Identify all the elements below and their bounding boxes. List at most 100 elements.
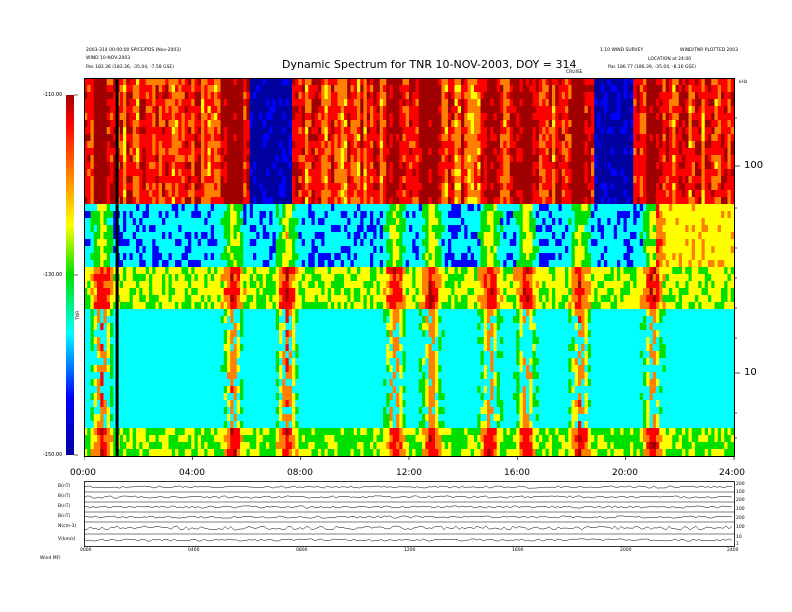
spectrogram-cell (340, 316, 345, 324)
spectrogram-cell (149, 421, 153, 429)
spectrogram-cell (97, 211, 101, 219)
spectrogram-cell (334, 358, 338, 366)
spectrogram-cell (279, 218, 283, 226)
spectrogram-cell (262, 260, 267, 268)
spectrogram-cell (139, 169, 143, 177)
spectrogram-cell (149, 267, 153, 275)
spectrogram-cell (240, 274, 244, 282)
spectrogram-cell (149, 295, 153, 303)
spectrogram-cell (363, 127, 368, 135)
spectrogram-cell (145, 85, 150, 93)
spectrogram-cell (373, 113, 377, 121)
spectrogram-cell (97, 407, 101, 415)
spectrogram-cell (155, 435, 160, 443)
spectrogram-cell (331, 442, 335, 450)
spectrogram-cell (308, 99, 312, 107)
spectrogram-cell (236, 442, 241, 450)
spectrogram-cell (295, 134, 299, 142)
spectrogram-cell (84, 428, 88, 436)
spectrogram-cell (207, 407, 212, 415)
spectrogram-cell (204, 246, 208, 254)
spectrogram-cell (327, 218, 332, 226)
spectrogram-cell (155, 253, 160, 261)
spectrogram-cell (353, 141, 358, 149)
spectrogram-cell (243, 120, 247, 128)
spectrogram-cell (145, 176, 150, 184)
spectrogram-cell (149, 372, 153, 380)
spectrogram-cell (217, 204, 221, 212)
spectrogram-cell (184, 337, 189, 345)
spectrogram-cell (327, 449, 332, 457)
spectrogram-cell (175, 190, 179, 198)
spectrogram-cell (240, 379, 244, 387)
spectrogram-cell (282, 78, 286, 86)
spectrogram-cell (126, 435, 130, 443)
spectrogram-cell (363, 239, 368, 247)
spectrogram-cell (230, 309, 234, 317)
spectrogram-cell (233, 246, 238, 254)
spectrogram-cell (285, 421, 290, 429)
spectrogram-cell (340, 421, 345, 429)
spectrogram-cell (165, 197, 169, 205)
spectrogram-cell (217, 351, 221, 359)
spectrogram-cell (197, 169, 202, 177)
spectrogram-cell (155, 225, 160, 233)
spectrogram-cell (126, 106, 130, 114)
spectrogram-cell (246, 176, 251, 184)
spectrogram-cell (282, 169, 286, 177)
spectrogram-cell (84, 435, 88, 443)
spectrogram-cell (353, 218, 358, 226)
spectrogram-cell (142, 127, 147, 135)
spectrogram-cell (152, 274, 156, 282)
spectrogram-cell (214, 92, 218, 100)
spectrogram-cell (360, 225, 364, 233)
spectrogram-cell (106, 288, 111, 296)
spectrogram-cell (188, 337, 192, 345)
spectrogram-cell (87, 351, 91, 359)
spectrogram-cell (223, 246, 228, 254)
spectrogram-cell (301, 155, 306, 163)
spectrogram-cell (334, 428, 338, 436)
spectrogram-cell (340, 302, 345, 310)
spectrogram-cell (259, 344, 264, 352)
spectrogram-cell (93, 260, 98, 268)
spectrogram-cell (314, 435, 319, 443)
spectrogram-cell (311, 246, 316, 254)
spectrogram-cell (230, 85, 234, 93)
spectrogram-cell (162, 120, 166, 128)
spectrogram-cell (145, 407, 150, 415)
spectrogram-cell (93, 78, 98, 86)
spectrogram-cell (158, 176, 163, 184)
spectrogram-cell (106, 148, 111, 156)
spectrogram-cell (275, 183, 280, 191)
spectrogram-cell (152, 218, 156, 226)
spectrogram-cell (178, 400, 182, 408)
spectrogram-cell (227, 351, 231, 359)
spectrogram-cell (165, 400, 169, 408)
spectrogram-cell (136, 134, 140, 142)
spectrogram-cell (282, 323, 286, 331)
spectrogram-cell (249, 134, 254, 142)
spectrogram-cell (142, 113, 147, 121)
spectrogram-cell (110, 183, 114, 191)
spectrogram-cell (214, 435, 218, 443)
spectrogram-cell (178, 330, 182, 338)
spectrogram-cell (220, 344, 225, 352)
spectrogram-cell (298, 141, 303, 149)
spectrogram-cell (275, 372, 280, 380)
spectrogram-cell (129, 225, 134, 233)
spectrogram-cell (288, 323, 293, 331)
spectrogram-cell (243, 204, 247, 212)
spectrogram-cell (103, 92, 108, 100)
spectrogram-cell (197, 316, 202, 324)
spectrogram-cell (145, 169, 150, 177)
spectrogram-cell (129, 435, 134, 443)
spectrogram-cell (246, 85, 251, 93)
spectrogram-cell (321, 449, 325, 457)
spectrogram-cell (243, 344, 247, 352)
spectrogram-cell (279, 106, 283, 114)
spectrogram-cell (301, 120, 306, 128)
spectrogram-cell (266, 106, 270, 114)
spectrogram-cell (184, 274, 189, 282)
spectrogram-cell (298, 449, 303, 457)
